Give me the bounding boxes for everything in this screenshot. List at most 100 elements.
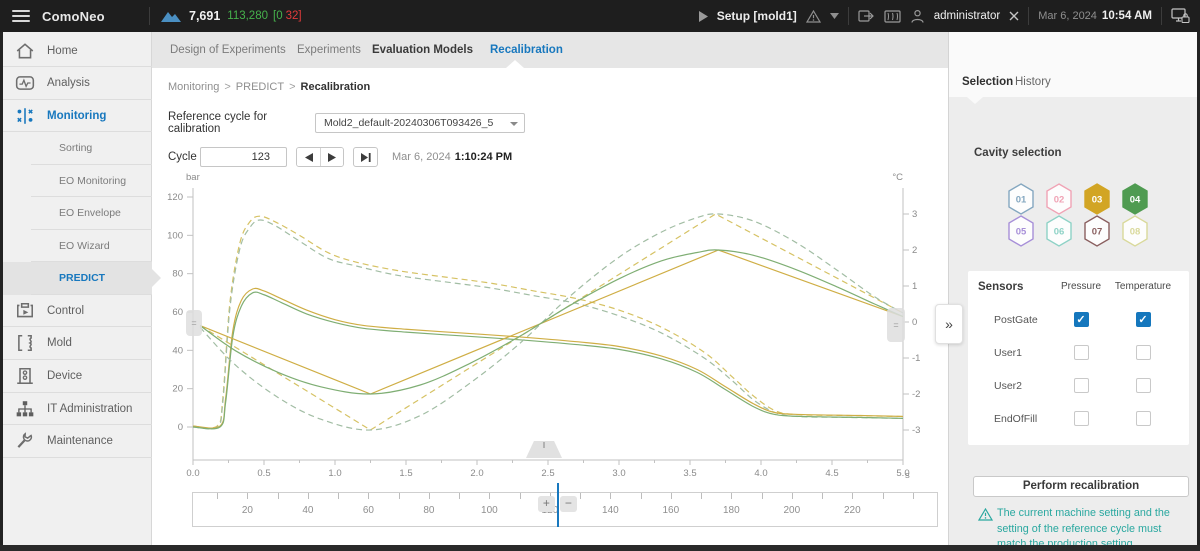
checkbox-user1-pressure[interactable] bbox=[1074, 345, 1089, 360]
cavity-07[interactable]: 07 bbox=[1082, 214, 1112, 248]
tab-design-of-experiments[interactable]: Design of Experiments bbox=[170, 32, 286, 68]
checkbox-endoffill-temperature[interactable] bbox=[1136, 411, 1151, 426]
cavity-06[interactable]: 06 bbox=[1044, 214, 1074, 248]
cavity-02[interactable]: 02 bbox=[1044, 182, 1074, 216]
svg-text:s: s bbox=[905, 470, 910, 481]
cycle-nav-buttons bbox=[296, 147, 344, 167]
cycle-number-input[interactable] bbox=[200, 147, 287, 167]
active-item-pointer bbox=[152, 269, 161, 287]
next-cycle-button[interactable] bbox=[320, 148, 343, 166]
curve-temperature-current-cavity03 bbox=[200, 250, 903, 394]
breadcrumb-part[interactable]: PREDICT bbox=[236, 81, 284, 93]
sidebar: Home Analysis MonitoringSortingEO Monitori… bbox=[3, 32, 152, 545]
sidebar-item-control[interactable]: Control bbox=[3, 294, 152, 327]
zoom-out-button[interactable]: − bbox=[560, 496, 577, 512]
cavity-04[interactable]: 04 bbox=[1120, 182, 1150, 216]
sidebar-item-label: PREDICT bbox=[59, 272, 105, 284]
ruler-label: 200 bbox=[783, 505, 800, 516]
sidebar-item-label: EO Envelope bbox=[59, 207, 121, 219]
cavity-03[interactable]: 03 bbox=[1082, 182, 1112, 216]
selected-tab-notch bbox=[506, 60, 524, 68]
sidebar-item-eo-monitoring[interactable]: EO Monitoring bbox=[3, 164, 152, 197]
ruler-tick bbox=[852, 493, 853, 499]
svg-text:4.0: 4.0 bbox=[754, 468, 767, 479]
chevron-down-icon[interactable] bbox=[830, 13, 839, 19]
ruler-tick bbox=[641, 493, 642, 499]
sidebar-item-sorting[interactable]: Sorting bbox=[3, 132, 152, 165]
tab-evaluation-models[interactable]: Evaluation Models bbox=[372, 32, 473, 68]
screen-lock-icon[interactable] bbox=[1171, 8, 1190, 24]
ruler-label: 40 bbox=[302, 505, 313, 516]
breadcrumb: Monitoring>PREDICT>Recalibration bbox=[168, 81, 370, 93]
menu-icon[interactable] bbox=[12, 10, 30, 22]
it-admin-icon bbox=[15, 399, 35, 419]
svg-text:80: 80 bbox=[172, 269, 183, 280]
cycle-time: 1:10:24 PM bbox=[455, 151, 512, 163]
svg-text:2.5: 2.5 bbox=[541, 468, 554, 479]
sidebar-item-it-administration[interactable]: IT Administration bbox=[3, 392, 152, 425]
checkbox-postgate-temperature[interactable]: ✓ bbox=[1136, 312, 1151, 327]
checkbox-user1-temperature[interactable] bbox=[1136, 345, 1151, 360]
cavity-05[interactable]: 05 bbox=[1006, 214, 1036, 248]
zoom-in-button[interactable]: + bbox=[538, 496, 555, 512]
svg-text:3.0: 3.0 bbox=[612, 468, 625, 479]
sidebar-item-analysis[interactable]: Analysis bbox=[3, 67, 152, 100]
checkbox-user2-temperature[interactable] bbox=[1136, 378, 1151, 393]
ruler-tick bbox=[368, 493, 369, 499]
checkbox-endoffill-pressure[interactable] bbox=[1074, 411, 1089, 426]
previous-cycle-button[interactable] bbox=[297, 148, 320, 166]
right-axis-handle[interactable]: = bbox=[887, 308, 905, 342]
svg-text:bar: bar bbox=[186, 172, 200, 183]
panel-tab-history[interactable]: History bbox=[1015, 68, 1051, 97]
panel-tab-selection[interactable]: Selection bbox=[962, 68, 1013, 97]
curve-pressure-reference-cavity04 bbox=[193, 220, 903, 429]
home-icon bbox=[15, 41, 35, 61]
ruler-tick bbox=[489, 493, 490, 499]
sidebar-item-home[interactable]: Home bbox=[3, 34, 152, 67]
curve-temperature-reference-cavity04 bbox=[200, 214, 903, 430]
tab-recalibration[interactable]: Recalibration bbox=[490, 32, 563, 68]
breadcrumb-part[interactable]: Monitoring bbox=[168, 81, 219, 93]
logout-close-icon[interactable] bbox=[1009, 11, 1019, 21]
cavity-08[interactable]: 08 bbox=[1120, 214, 1150, 248]
ruler-label: 20 bbox=[242, 505, 253, 516]
sensors-card: SensorsPressureTemperaturePostGate✓✓User… bbox=[968, 271, 1189, 445]
topbar-date: Mar 6, 2024 bbox=[1038, 10, 1097, 22]
checkbox-user2-pressure[interactable] bbox=[1074, 378, 1089, 393]
svg-text:0: 0 bbox=[912, 317, 917, 328]
reference-cycle-value: Mold2_default-20240306T093426_5 bbox=[324, 117, 493, 129]
reference-cycle-select[interactable]: Mold2_default-20240306T093426_5 bbox=[315, 113, 525, 133]
sidebar-item-mold[interactable]: Mold bbox=[3, 327, 152, 360]
user-icon bbox=[910, 9, 925, 24]
ruler-tick bbox=[610, 493, 611, 499]
sidebar-item-label: Analysis bbox=[47, 77, 90, 89]
cycle-cursor[interactable] bbox=[557, 483, 559, 527]
svg-text:2: 2 bbox=[912, 245, 917, 256]
ruler-label: 220 bbox=[844, 505, 861, 516]
ruler-tick bbox=[671, 493, 672, 499]
left-axis-handle[interactable]: = bbox=[186, 310, 202, 336]
sidebar-item-maintenance[interactable]: Maintenance bbox=[3, 425, 152, 458]
sidebar-item-device[interactable]: Device bbox=[3, 360, 152, 393]
topbar-divider bbox=[1161, 7, 1162, 25]
mode-label: Setup [mold1] bbox=[717, 9, 797, 23]
panel-expand-button[interactable]: » bbox=[935, 304, 963, 344]
cavity-01[interactable]: 01 bbox=[1006, 182, 1036, 216]
sidebar-item-monitoring[interactable]: Monitoring bbox=[3, 99, 152, 132]
monitoring-icon bbox=[15, 106, 35, 126]
screen-curtain-icon[interactable] bbox=[884, 10, 901, 23]
device-icon bbox=[15, 366, 35, 386]
cycle-curve-icon bbox=[160, 8, 182, 24]
tab-experiments[interactable]: Experiments bbox=[297, 32, 361, 68]
window-frame-bottom bbox=[0, 545, 1200, 551]
perform-recalibration-button[interactable]: Perform recalibration bbox=[973, 476, 1189, 497]
user-name: administrator bbox=[934, 10, 1000, 22]
sidebar-item-eo-envelope[interactable]: EO Envelope bbox=[3, 197, 152, 230]
last-cycle-button[interactable] bbox=[353, 147, 378, 167]
sidebar-item-label: Control bbox=[47, 305, 84, 317]
export-icon[interactable] bbox=[858, 9, 875, 23]
sidebar-item-predict[interactable]: PREDICT bbox=[3, 262, 152, 295]
sidebar-item-eo-wizard[interactable]: EO Wizard bbox=[3, 229, 152, 262]
app-title: ComoNeo bbox=[42, 9, 105, 24]
checkbox-postgate-pressure[interactable]: ✓ bbox=[1074, 312, 1089, 327]
